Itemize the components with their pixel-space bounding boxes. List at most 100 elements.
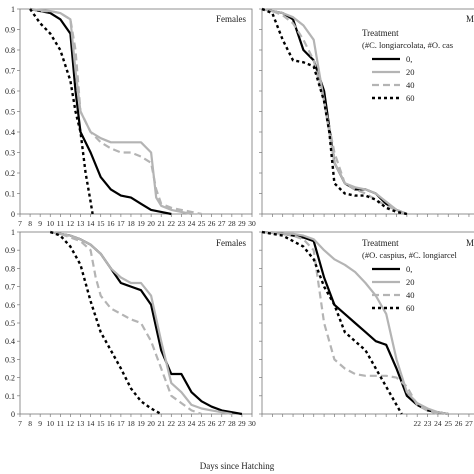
x-tick-label: 7 — [18, 419, 22, 428]
plot-frame — [19, 231, 253, 415]
x-tick-label: 27 — [218, 419, 226, 428]
x-tick-label: 26 — [208, 219, 216, 228]
x-tick-label: 30 — [248, 219, 256, 228]
legend-entry-label: 0, — [406, 54, 412, 64]
legend-subtitle: (#O. caspius, #C. longiarcel — [362, 250, 458, 260]
series-line-black-dot — [29, 8, 94, 215]
x-tick-label: 22 — [168, 419, 176, 428]
series-line-gray-solid — [261, 230, 449, 416]
y-tick-label: 0.3 — [5, 149, 15, 158]
series-line-black-dot — [261, 230, 403, 415]
x-tick-label: 8 — [28, 219, 32, 228]
x-tick-label: 9 — [38, 219, 42, 228]
x-axis-label: Days since Hatching — [200, 461, 275, 471]
legend-entry-label: 40 — [406, 290, 415, 300]
panel-bottom-right: 22 23 24 25 26 27 M Treatment (#O. caspius, #C. … — [259, 230, 474, 428]
x-tick-label: 14 — [87, 419, 95, 428]
series-line-black-solid — [50, 230, 243, 416]
x-tick-label: 21 — [157, 219, 165, 228]
x-tick-label: 12 — [67, 419, 75, 428]
x-tick-label: 7 — [18, 219, 22, 228]
x-tick-label: 17 — [117, 419, 125, 428]
x-tick-label: 25 — [445, 419, 453, 428]
panel-label: Females — [216, 14, 246, 24]
panel-label: Females — [216, 238, 246, 248]
x-tick-label: 16 — [107, 219, 115, 228]
series-line-gray-solid — [261, 7, 408, 216]
x-tick-label: 13 — [77, 219, 85, 228]
x-tick-label: 11 — [57, 219, 64, 228]
x-tick-label: 13 — [77, 419, 85, 428]
y-tick-label: 0.1 — [5, 190, 15, 199]
x-tick-label: 16 — [107, 419, 115, 428]
y-tick-label: 0 — [11, 210, 15, 219]
x-tick-label: 30 — [248, 419, 256, 428]
legend-title: Treatment — [362, 28, 399, 38]
x-tick-label: 25 — [198, 419, 206, 428]
x-tick-label: 26 — [455, 419, 463, 428]
x-tick-label: 11 — [57, 419, 64, 428]
x-tick-label: 24 — [188, 219, 196, 228]
x-tick-label: 9 — [38, 419, 42, 428]
x-tick-label: 28 — [228, 219, 236, 228]
series-line-black-dot — [49, 230, 162, 416]
x-tick-label: 21 — [157, 419, 165, 428]
plot-frame — [19, 8, 253, 215]
x-tick-label: 24 — [434, 419, 442, 428]
panel-label: M — [466, 14, 474, 24]
x-tick-label: 23 — [178, 419, 186, 428]
y-tick-label: 0.7 — [5, 67, 15, 76]
x-tick-label: 15 — [97, 419, 105, 428]
y-tick-label: 0.6 — [5, 87, 15, 96]
series-line-gray-dash — [261, 230, 439, 416]
x-tick-label: 19 — [137, 219, 145, 228]
x-tick-label: 12 — [67, 219, 75, 228]
legend-subtitle: (#C. longiarcolata, #O. cas — [362, 40, 453, 50]
series-line-black-solid — [261, 230, 449, 416]
x-tick-label: 29 — [238, 219, 246, 228]
y-tick-label: 0.3 — [5, 355, 15, 364]
series-line-gray-solid — [29, 7, 192, 216]
x-tick-label: 22 — [168, 219, 176, 228]
y-tick-label: 0.7 — [5, 283, 15, 292]
x-tick-label: 22 — [413, 419, 421, 428]
legend-entry-label: 0, — [406, 264, 412, 274]
x-tick-label: 14 — [87, 219, 95, 228]
x-tick-label: 19 — [137, 419, 145, 428]
x-tick-label: 17 — [117, 219, 125, 228]
x-tick-label: 18 — [127, 419, 135, 428]
x-tick-label: 27 — [218, 219, 226, 228]
y-tick-label: 0 — [11, 410, 15, 419]
x-tick-label: 15 — [97, 219, 105, 228]
panel-top-right: M Treatment (#C. longiarcolata, #O. cas 0, 2… — [259, 7, 474, 217]
series-line-gray-solid — [50, 230, 232, 416]
y-tick-label: 0.4 — [5, 337, 15, 346]
y-tick-label: 0.9 — [5, 246, 15, 255]
x-tick-label: 24 — [188, 419, 196, 428]
y-tick-label: 0.2 — [5, 374, 15, 383]
legend-entry-label: 20 — [406, 67, 415, 77]
x-tick-label: 27 — [465, 419, 473, 428]
x-tick-label: 10 — [47, 419, 55, 428]
y-tick-label: 0.5 — [5, 108, 15, 117]
x-tick-label: 18 — [127, 219, 135, 228]
x-tick-label: 23 — [424, 419, 432, 428]
y-tick-label: 0.6 — [5, 301, 15, 310]
x-tick-label: 28 — [228, 419, 236, 428]
series-line-black-solid — [29, 7, 172, 216]
x-tick-label: 29 — [238, 419, 246, 428]
panel-top-left: 00.10.20.30.40.50.60.70.80.917 8 9 10 11 12 13… — [5, 5, 256, 228]
x-tick-label: 23 — [178, 219, 186, 228]
x-tick-label: 10 — [47, 219, 55, 228]
legend-entry-label: 60 — [406, 303, 415, 313]
legend-entry-label: 20 — [406, 277, 415, 287]
legend-entry-label: 60 — [406, 93, 415, 103]
y-tick-label: 1 — [11, 228, 15, 237]
legend-entry-label: 40 — [406, 80, 415, 90]
x-tick-label: 26 — [208, 419, 216, 428]
x-tick-label: 25 — [198, 219, 206, 228]
series-line-gray-dash — [29, 7, 202, 216]
y-tick-label: 0.8 — [5, 264, 15, 273]
panel-label: M — [466, 238, 474, 248]
